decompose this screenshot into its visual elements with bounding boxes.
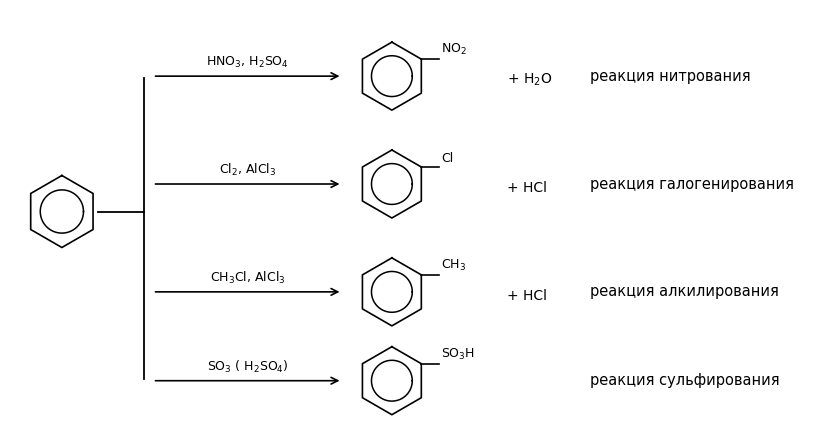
Text: SO$_3$ ( H$_2$SO$_4$): SO$_3$ ( H$_2$SO$_4$) bbox=[206, 359, 289, 375]
Text: + HCl: + HCl bbox=[507, 289, 547, 303]
Text: Cl: Cl bbox=[441, 152, 454, 165]
Text: реакция галогенирования: реакция галогенирования bbox=[590, 176, 794, 192]
Text: реакция нитрования: реакция нитрования bbox=[590, 69, 751, 84]
Text: реакция сульфирования: реакция сульфирования bbox=[590, 373, 780, 388]
Text: CH$_3$: CH$_3$ bbox=[441, 258, 466, 273]
Text: HNO$_3$, H$_2$SO$_4$: HNO$_3$, H$_2$SO$_4$ bbox=[206, 55, 289, 70]
Text: SO$_3$H: SO$_3$H bbox=[441, 346, 475, 362]
Text: Cl$_2$, AlCl$_3$: Cl$_2$, AlCl$_3$ bbox=[219, 162, 276, 178]
Text: реакция алкилирования: реакция алкилирования bbox=[590, 284, 779, 299]
Text: CH$_3$Cl, AlCl$_3$: CH$_3$Cl, AlCl$_3$ bbox=[210, 270, 285, 286]
Text: + H$_2$O: + H$_2$O bbox=[507, 72, 553, 88]
Text: + HCl: + HCl bbox=[507, 181, 547, 195]
Text: NO$_2$: NO$_2$ bbox=[441, 42, 467, 57]
